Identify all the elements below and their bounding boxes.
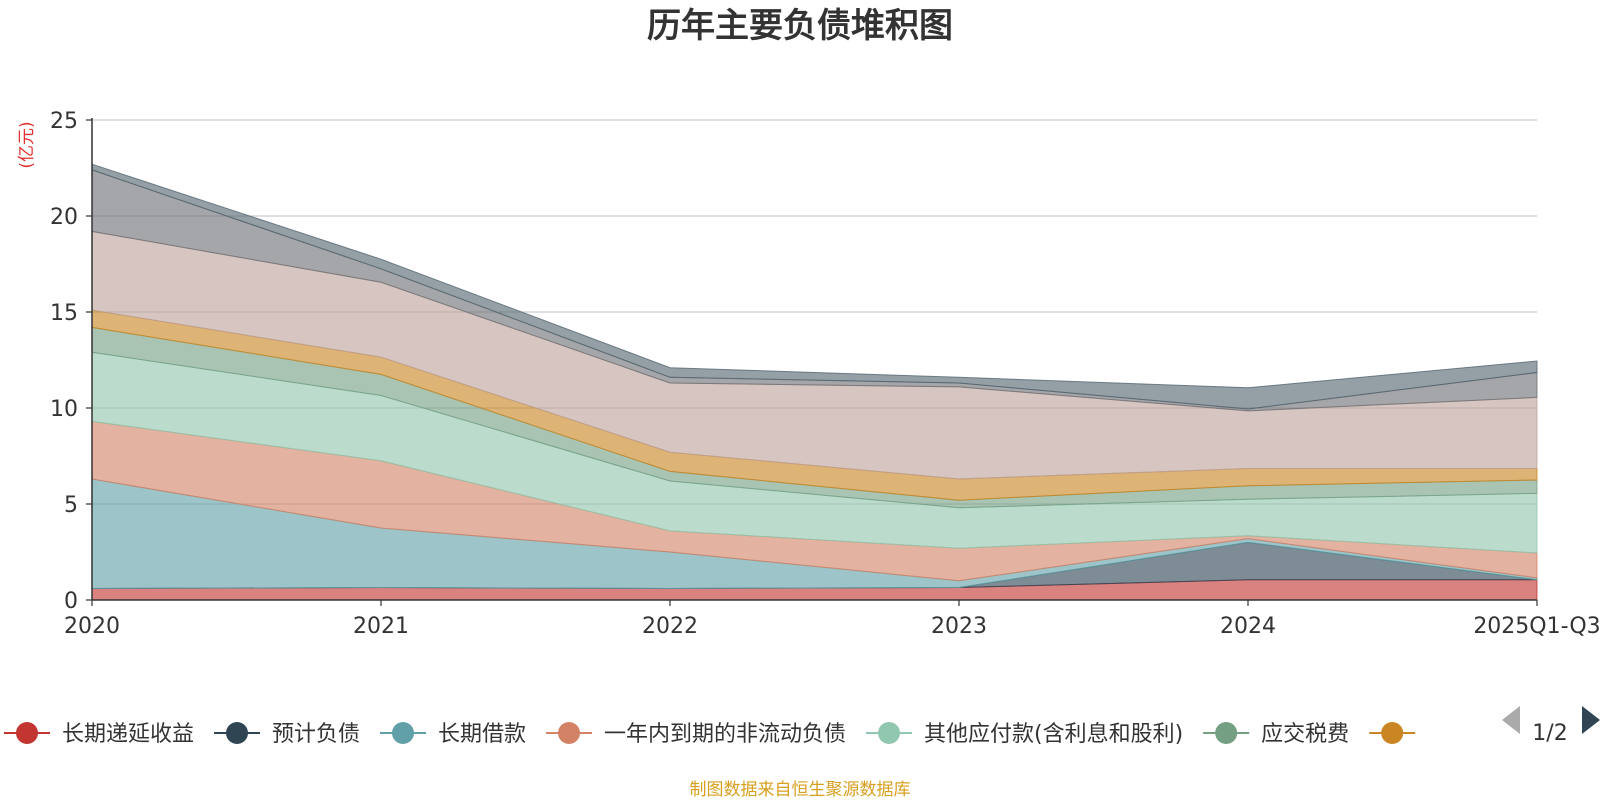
legend-marker (16, 722, 38, 744)
legend-marker (558, 722, 581, 744)
legend-item[interactable]: 其他应付款(含利息和股利) (866, 722, 1183, 747)
legend-item[interactable]: 长期递延收益 (4, 722, 194, 747)
legend-label: 预计负债 (272, 722, 360, 747)
y-tick-label: 0 (64, 589, 78, 614)
legend-item[interactable]: 长期借款 (380, 722, 526, 747)
legend-marker (878, 722, 901, 744)
legend-item[interactable]: 应交税费 (1203, 722, 1349, 747)
y-tick-label: 20 (50, 205, 78, 230)
legend-marker (226, 722, 249, 744)
legend-marker (1215, 722, 1238, 744)
y-axis-label: (亿元) (17, 121, 37, 168)
legend-item[interactable]: 预计负债 (214, 722, 360, 747)
area-series-短期借款[interactable] (91, 163, 1538, 410)
legend-marker (1381, 722, 1404, 744)
x-tick-label: 2025Q1-Q3 (1473, 614, 1600, 639)
area-series (91, 163, 1538, 601)
x-tick-label: 2023 (931, 614, 987, 639)
legend-label: 应交税费 (1261, 722, 1349, 747)
chart-title: 历年主要负债堆积图 (647, 6, 953, 46)
legend-label: 一年内到期的非流动负债 (604, 722, 846, 747)
y-tick-label: 15 (50, 301, 78, 326)
axes: 0 5 10 15 20 25 2020 2021 2022 2023 2024 2025Q1-Q3 (50, 109, 1600, 639)
y-tick-label: 5 (64, 493, 78, 518)
y-tick-label: 25 (50, 109, 78, 134)
legend-item-partial[interactable] (1369, 722, 1416, 744)
legend-label: 长期借款 (438, 722, 526, 747)
y-tick-label: 10 (50, 397, 78, 422)
x-tick-label: 2024 (1220, 614, 1276, 639)
legend-label: 其他应付款(含利息和股利) (924, 722, 1183, 747)
legend-item[interactable]: 一年内到期的非流动负债 (546, 722, 846, 747)
legend-next-arrow[interactable] (1582, 706, 1600, 734)
legend-prev-arrow[interactable] (1502, 706, 1520, 734)
legend-page-number: 1/2 (1532, 721, 1567, 746)
legend: 长期递延收益 预计负债 长期借款 一年内到期的非流动负债 其他应付款(含利息和股利) 应交… (4, 722, 1416, 747)
legend-marker (392, 722, 415, 744)
legend-pager: 1/2 (1502, 706, 1600, 746)
x-tick-label: 2020 (64, 614, 120, 639)
x-tick-label: 2021 (353, 614, 409, 639)
x-tick-label: 2022 (642, 614, 698, 639)
legend-label: 长期递延收益 (62, 722, 194, 747)
data-source-note: 制图数据来自恒生聚源数据库 (690, 780, 911, 800)
